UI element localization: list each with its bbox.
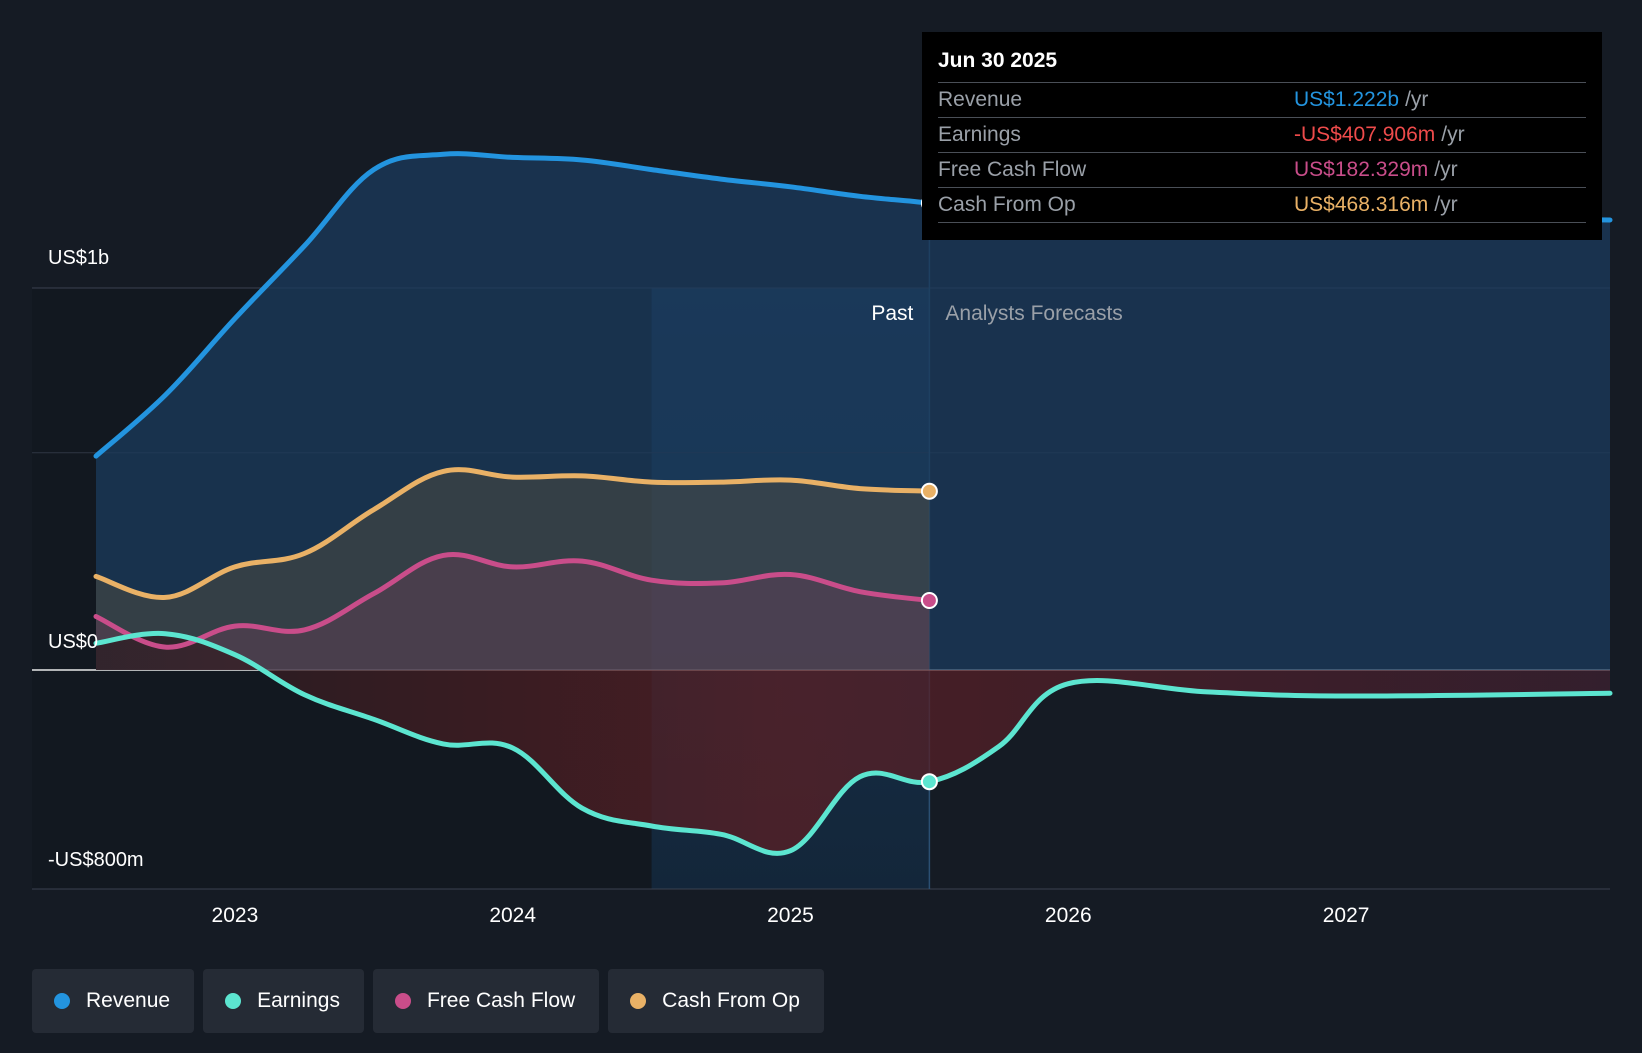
earnings-area	[96, 633, 1610, 854]
tooltip-value: -US$407.906m	[1294, 123, 1436, 146]
tooltip-unit: /yr	[1434, 158, 1458, 181]
tooltip-panel: Jun 30 2025 Revenue US$1.222b /yr Earnin…	[922, 32, 1602, 240]
tooltip-value: US$468.316m	[1294, 193, 1429, 216]
legend-item-cash-from-op[interactable]: Cash From Op	[608, 969, 824, 1033]
cash-from-op-area	[96, 469, 930, 670]
tooltip-row-free-cash-flow: Free Cash Flow US$182.329m /yr	[938, 152, 1586, 187]
y-axis-label: US$1b	[48, 247, 109, 269]
text-layer: US$1b US$0 -US$800m 2023 2024 2025 2026 2027 Pas…	[48, 247, 1369, 927]
tooltip-label: Revenue	[938, 88, 1023, 111]
legend: Revenue Earnings Free Cash Flow Cash Fro…	[32, 969, 824, 1033]
tooltip-row-earnings: Earnings -US$407.906m /yr	[938, 117, 1586, 152]
x-axis-tick-label: 2024	[489, 904, 536, 927]
y-axis-label: -US$800m	[48, 849, 144, 871]
forecast-label: Analysts Forecasts	[945, 302, 1122, 325]
legend-label: Free Cash Flow	[426, 989, 576, 1012]
tooltip-row-revenue: Revenue US$1.222b /yr	[938, 82, 1586, 117]
earnings-marker	[920, 773, 938, 791]
cash-from-op-line	[93, 467, 932, 600]
x-axis-tick-label: 2027	[1323, 904, 1370, 927]
tooltip-value: US$182.329m	[1294, 158, 1429, 181]
legend-item-revenue[interactable]: Revenue	[32, 969, 195, 1033]
tooltip-label: Earnings	[938, 123, 1021, 146]
past-label: Past	[871, 302, 913, 325]
cash-from-op-dot-icon	[630, 993, 647, 1009]
free-cash-flow-line	[93, 551, 932, 650]
legend-item-free-cash-flow[interactable]: Free Cash Flow	[372, 969, 600, 1033]
area-layer	[96, 153, 1610, 854]
tooltip-label: Free Cash Flow	[938, 158, 1087, 181]
earnings-dot-icon	[225, 993, 242, 1009]
earnings-line	[93, 630, 1613, 856]
x-axis-tick-label: 2025	[767, 904, 814, 927]
tooltip-unit: /yr	[1441, 123, 1465, 146]
legend-label: Revenue	[86, 989, 171, 1012]
tooltip-unit: /yr	[1405, 88, 1429, 111]
tooltip-value: US$1.222b	[1294, 88, 1400, 111]
tooltip-date: Jun 30 2025	[938, 49, 1058, 72]
free-cash-flow-marker	[920, 591, 938, 609]
legend-label: Cash From Op	[662, 989, 800, 1012]
revenue-dot-icon	[54, 993, 70, 1009]
tooltip-unit: /yr	[1434, 193, 1458, 216]
legend-item-earnings[interactable]: Earnings	[203, 969, 364, 1033]
x-axis-tick-label: 2026	[1045, 904, 1092, 927]
x-axis-tick-label: 2023	[212, 904, 259, 927]
free-cash-flow-dot-icon	[394, 993, 411, 1009]
legend-label: Earnings	[257, 989, 340, 1012]
tooltip-row-cash-from-op: Cash From Op US$468.316m /yr	[938, 187, 1586, 223]
tooltip-label: Cash From Op	[938, 193, 1076, 216]
cash-from-op-marker	[920, 482, 938, 500]
y-axis-label: US$0	[48, 631, 98, 653]
revenue-area	[96, 153, 1610, 670]
